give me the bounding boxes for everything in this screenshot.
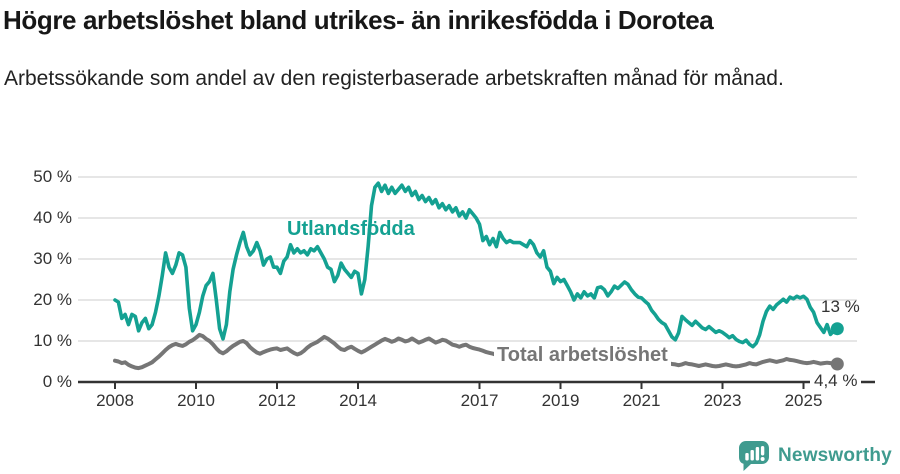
y-axis-label: 0 % [42,372,72,391]
x-axis-label: 2019 [541,391,580,410]
series-label-total-arbetsloshet: Total arbetslöshet [494,344,671,367]
newsworthy-logo: Newsworthy [738,440,892,472]
y-axis-label: 50 % [33,167,72,186]
x-axis-label: 2014 [339,391,377,410]
page-subtitle: Arbetssökande som andel av den registerb… [4,67,784,90]
newsworthy-bar-chart-bubble-icon [739,441,769,471]
y-axis-label: 30 % [33,249,72,268]
x-axis-label: 2023 [703,391,742,410]
series-end-dot [830,322,844,336]
series-end-dot [830,357,844,371]
y-axis-label: 40 % [33,208,72,227]
x-axis-label: 2010 [177,391,215,410]
x-axis-label: 2012 [258,391,296,410]
series-line [113,181,840,349]
series-label-utlandsfodda: Utlandsfödda [287,218,415,240]
end-value-utlandsfodda: 13 % [821,297,860,316]
end-value-total-arbetsloshet: 4,4 % [810,371,862,391]
x-axis-label: 2008 [96,391,134,410]
series-line [113,332,840,371]
x-axis-label: 2021 [622,391,661,410]
newsworthy-wordmark: Newsworthy [778,445,892,466]
y-axis-label: 20 % [33,290,72,309]
x-axis-label: 2025 [784,391,823,410]
x-axis-label: 2017 [460,391,499,410]
page-title: Högre arbetslöshet bland utrikes- än inr… [3,5,714,35]
y-axis-label: 10 % [33,331,72,350]
